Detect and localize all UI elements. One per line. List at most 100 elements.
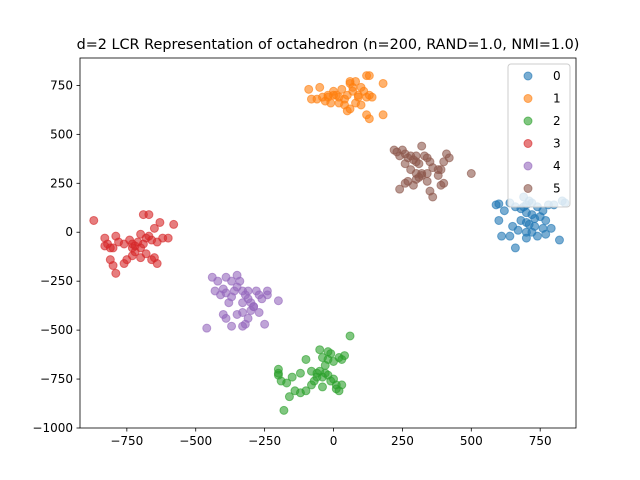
point-series-5-19 (444, 153, 454, 163)
point-series-3-29 (108, 261, 118, 271)
x-tick-label: −750 (110, 434, 143, 448)
point-series-0-28 (494, 215, 504, 225)
point-series-5-21 (395, 184, 405, 194)
point-series-4-37 (260, 319, 270, 329)
point-series-4-39 (243, 286, 253, 296)
point-series-5-37 (422, 169, 432, 178)
point-series-4-21 (262, 290, 272, 300)
point-series-4-0 (202, 323, 212, 333)
point-series-0-26 (546, 223, 556, 233)
point-series-3-36 (149, 253, 159, 263)
point-series-3-15 (149, 223, 159, 233)
point-series-2-37 (273, 370, 283, 380)
point-series-1-33 (353, 92, 363, 102)
y-tick-label: 250 (50, 176, 73, 190)
point-series-4-35 (249, 302, 259, 312)
y-tick-label: −500 (40, 323, 73, 337)
point-series-0-27 (554, 235, 564, 245)
point-series-4-32 (218, 309, 228, 319)
point-series-1-20 (312, 94, 322, 104)
legend-marker-3 (523, 139, 533, 148)
point-series-3-22 (136, 229, 146, 239)
point-series-3-27 (119, 259, 129, 269)
legend: 0 1 2 3 4 5 (507, 63, 571, 208)
point-series-1-29 (378, 78, 388, 88)
point-series-4-3 (213, 276, 223, 286)
point-series-1-30 (378, 110, 388, 120)
axes-frame (79, 57, 577, 429)
point-series-5-28 (422, 176, 432, 186)
point-series-5-31 (433, 170, 443, 180)
point-series-0-36 (521, 233, 531, 243)
point-series-0-37 (532, 231, 542, 241)
point-series-1-12 (337, 84, 347, 94)
point-series-2-3 (282, 378, 292, 388)
point-series-1-32 (342, 106, 352, 116)
point-series-5-30 (428, 192, 438, 202)
point-series-5-10 (417, 141, 427, 151)
y-tick-label: −1000 (32, 421, 73, 435)
point-series-3-39 (152, 237, 162, 247)
point-series-1-28 (364, 114, 374, 124)
point-series-5-33 (439, 178, 449, 188)
point-series-4-24 (227, 276, 237, 286)
point-series-4-33 (243, 313, 253, 323)
point-series-4-30 (227, 321, 237, 331)
legend-label-2: 2 (553, 114, 561, 128)
point-series-1-18 (304, 84, 314, 94)
legend-label-1: 1 (553, 92, 561, 106)
point-series-3-23 (133, 237, 143, 247)
x-tick-label: 750 (529, 434, 552, 448)
point-series-4-25 (232, 270, 242, 280)
point-series-1-36 (323, 92, 333, 102)
point-series-2-31 (317, 382, 327, 392)
y-axis: −1000 −750 −500 −250 0 250 500 750 (32, 78, 80, 435)
legend-label-0: 0 (553, 69, 561, 83)
point-series-5-20 (466, 169, 476, 178)
legend-label-3: 3 (553, 137, 561, 151)
point-series-5-9 (414, 159, 424, 169)
point-series-1-39 (364, 71, 374, 81)
point-series-1-34 (356, 100, 366, 110)
point-series-4-28 (238, 321, 248, 331)
x-tick-label: 0 (330, 434, 338, 448)
point-series-1-0 (315, 82, 325, 92)
point-series-3-38 (127, 243, 137, 253)
point-series-5-38 (400, 159, 410, 169)
legend-marker-1 (523, 94, 533, 103)
point-series-3-30 (111, 268, 121, 278)
point-series-2-35 (334, 353, 344, 363)
point-series-0-30 (513, 225, 523, 235)
x-tick-label: 250 (391, 434, 414, 448)
point-series-0-2 (499, 206, 509, 216)
point-series-3-19 (169, 219, 179, 229)
point-series-4-29 (232, 309, 242, 319)
x-tick-label: −250 (248, 434, 281, 448)
legend-marker-2 (523, 116, 533, 126)
point-series-3-18 (163, 233, 173, 243)
point-series-2-33 (320, 368, 330, 378)
point-series-1-35 (367, 92, 377, 102)
legend-label-4: 4 (553, 159, 561, 173)
point-series-0-20 (541, 215, 551, 225)
point-series-0-38 (541, 229, 551, 239)
point-series-2-29 (301, 386, 311, 396)
y-tick-label: −750 (40, 372, 73, 386)
point-series-0-34 (505, 231, 515, 241)
point-series-2-36 (323, 347, 333, 357)
point-series-2-39 (306, 380, 316, 390)
point-series-2-4 (284, 392, 294, 402)
point-series-3-32 (105, 243, 115, 253)
point-series-5-39 (411, 151, 421, 161)
x-tick-label: 500 (460, 434, 483, 448)
legend-marker-4 (523, 161, 533, 171)
legend-marker-0 (523, 71, 533, 81)
point-series-4-36 (254, 308, 264, 317)
point-series-2-38 (287, 372, 297, 382)
point-series-2-6 (295, 368, 305, 378)
point-series-2-24 (326, 376, 336, 386)
point-series-2-27 (279, 405, 289, 415)
x-tick-label: −500 (179, 434, 212, 448)
